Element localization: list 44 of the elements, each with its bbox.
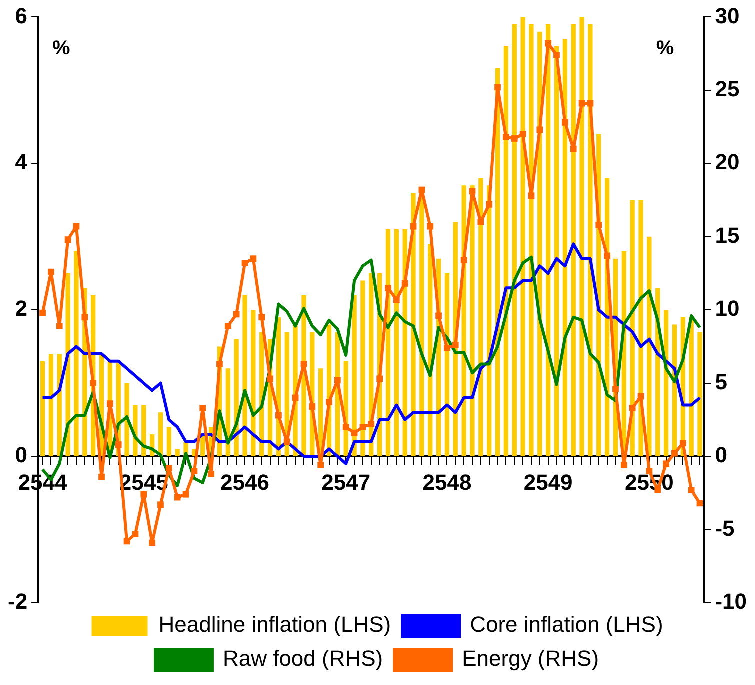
bar [571, 24, 576, 456]
x-tick-label: 2548 [422, 470, 472, 495]
bar [48, 354, 54, 456]
legend-label: Headline inflation (LHS) [158, 612, 392, 638]
y-axis-title: % [52, 38, 71, 60]
x-tick-label: 2547 [322, 470, 371, 495]
bar [242, 295, 248, 456]
bar [66, 273, 70, 456]
bar [124, 383, 130, 456]
bar [158, 412, 164, 456]
bar [40, 361, 46, 456]
y2-tick-label: 15 [715, 222, 740, 248]
bar [520, 17, 526, 456]
y-tick-label: 0 [15, 442, 28, 468]
legend-label: Core inflation (LHS) [470, 612, 664, 638]
legend-label: Raw food (RHS) [222, 646, 384, 672]
bar [74, 252, 79, 456]
y-tick-label: 4 [15, 150, 28, 175]
legend-label: Energy (RHS) [462, 646, 600, 672]
y2-tick-label: 25 [715, 76, 740, 102]
bar [580, 17, 584, 456]
y2-tick-label: 5 [715, 369, 728, 394]
bar [647, 236, 652, 456]
x-tick-label: 2546 [220, 470, 270, 495]
y2-tick-label: 30 [715, 3, 740, 28]
bar [360, 280, 366, 456]
bar [698, 332, 702, 456]
y2-tick-label: 10 [715, 296, 740, 322]
y2-tick-label: 0 [715, 442, 728, 468]
bar [352, 295, 357, 456]
y2-tick-label: 20 [715, 150, 740, 175]
x-tick-label: 2549 [524, 470, 573, 495]
y-tick-label: 6 [15, 3, 28, 28]
bar [689, 317, 694, 456]
bar [251, 310, 256, 456]
bar [166, 427, 172, 456]
y-tick-label: 2 [15, 296, 28, 322]
y-tick-label: -2 [8, 589, 28, 614]
bar [529, 24, 534, 456]
y2-tick-label: -10 [715, 589, 747, 614]
y2-axis-title: % [656, 38, 674, 60]
bar [512, 24, 517, 456]
y2-tick-label: -5 [715, 516, 735, 541]
bar [175, 449, 180, 456]
